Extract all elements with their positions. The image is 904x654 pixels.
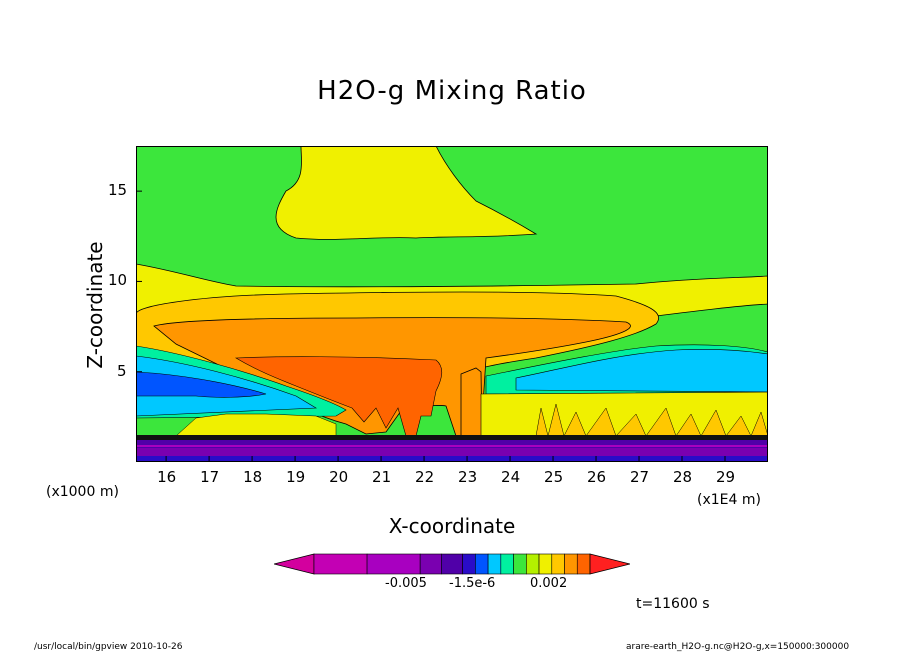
colorbar-min-arrow	[274, 553, 315, 575]
colorbar-cell	[526, 553, 540, 575]
time-label: t=11600 s	[636, 596, 710, 612]
x-tick-label: 19	[286, 468, 306, 486]
contour-plot	[136, 146, 768, 462]
colorbar-cell	[551, 553, 565, 575]
x-tick-label: 23	[458, 468, 478, 486]
x-tick-label: 22	[415, 468, 435, 486]
colorbar-cell	[441, 553, 463, 575]
chart-title: H2O-g Mixing Ratio	[317, 76, 587, 106]
x-tick-label: 18	[243, 468, 263, 486]
colorbar-max-arrow	[589, 553, 630, 575]
left-lower-yellow	[175, 413, 337, 437]
black-contour-band	[136, 435, 768, 440]
left-blue-layer	[136, 371, 267, 398]
z-unit-label: (x1000 m)	[46, 484, 119, 500]
colorbar-cells	[274, 553, 630, 575]
x-axis-label-text: X-coordinate	[388, 514, 516, 538]
colorbar-cell	[419, 553, 442, 575]
colorbar-tick-label: -0.005	[385, 576, 427, 591]
inner-orange-region	[234, 356, 443, 437]
bottom-strip	[136, 456, 768, 462]
x-tick-label: 29	[716, 468, 736, 486]
colorbar-cell	[313, 553, 368, 575]
right-lower-orange-spikes	[535, 403, 768, 437]
colorbar-cell	[500, 553, 514, 575]
x-tick-label: 25	[544, 468, 564, 486]
colorbar-cell	[487, 553, 502, 575]
colorbar-cell	[366, 553, 421, 575]
y-tick-label: 15	[108, 181, 128, 200]
colorbar-tick-label: -1.5e-6	[449, 576, 496, 591]
x-tick-label: 26	[587, 468, 607, 486]
colorbar-cell	[576, 553, 591, 575]
purple-layer-2	[136, 448, 768, 456]
upper-yellow-region	[275, 146, 538, 240]
purple-layer-1	[136, 440, 768, 448]
x-tick-label: 24	[501, 468, 521, 486]
colorbar-cell	[538, 553, 553, 575]
colorbar-cell	[475, 553, 489, 575]
footer-right: arare-earth_H2O-g.nc@H2O-g,x=150000:3000…	[626, 642, 850, 652]
y-ticks	[136, 190, 142, 373]
x-tick-label: 21	[372, 468, 392, 486]
y-tick-label: 5	[117, 361, 127, 380]
y-tick-label: 10	[108, 271, 128, 290]
x-tick-label: 28	[673, 468, 693, 486]
plot-frame	[136, 146, 768, 462]
colorbar-tick-label: 0.002	[530, 576, 568, 591]
updraft-column	[460, 367, 483, 437]
right-light-blue-layer	[515, 349, 768, 393]
y-axis-label: Z-coordinate	[83, 241, 107, 369]
colorbar-cell	[462, 553, 476, 575]
x-unit-label: (x1E4 m)	[697, 492, 761, 508]
colorbar-cell	[513, 553, 527, 575]
x-tick-label: 17	[200, 468, 220, 486]
x-tick-label: 27	[630, 468, 650, 486]
colorbar	[274, 553, 630, 575]
x-tick-label: 20	[329, 468, 349, 486]
purple-layer-3	[136, 445, 768, 447]
colorbar-cell	[564, 553, 578, 575]
x-ticks	[165, 456, 726, 462]
footer-left: /usr/local/bin/gpview 2010-10-26	[34, 642, 183, 652]
x-tick-label: 16	[157, 468, 177, 486]
x-axis-label: X-coordinate	[0, 514, 904, 538]
